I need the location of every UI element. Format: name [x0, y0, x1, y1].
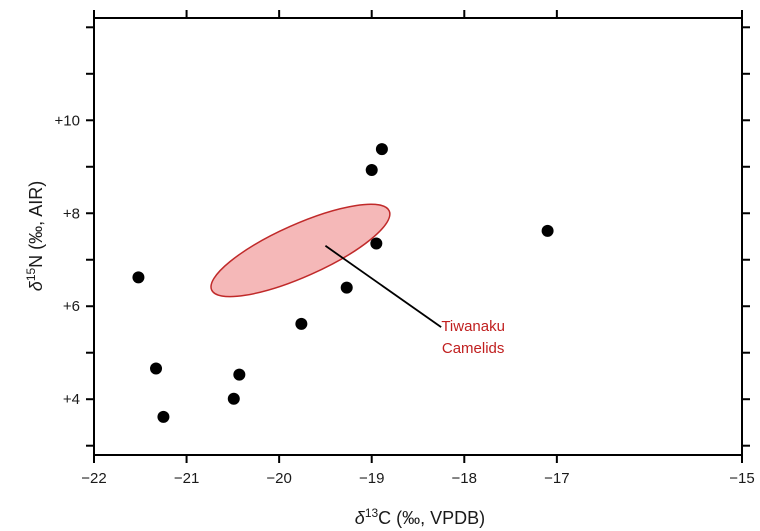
- x-axis-label: δ13C (‰, VPDB): [355, 506, 485, 528]
- data-point: [157, 410, 170, 423]
- x-tick-label: −22: [81, 470, 106, 487]
- y-tick-label: +4: [63, 391, 80, 408]
- axis-tick-labels: −22 −21 −20 −19 −18 −17 −15 +4 +6 +8 +10: [55, 112, 755, 487]
- data-point: [295, 317, 308, 330]
- region-label-line: Tiwanaku: [441, 318, 505, 335]
- y-tick-label: +10: [55, 112, 80, 129]
- y-axis-label: δ15N (‰, AIR): [24, 181, 46, 291]
- data-point: [375, 143, 388, 156]
- x-tick-label: −21: [174, 470, 199, 487]
- x-tick-label: −15: [729, 470, 754, 487]
- leader-line: [324, 245, 442, 328]
- data-point: [227, 392, 240, 405]
- y-tick-label: +8: [63, 205, 80, 222]
- region-label-line: Camelids: [442, 340, 505, 357]
- tiwanaku-camelids-region: [210, 203, 391, 298]
- data-point: [150, 362, 163, 375]
- x-tick-label: −18: [452, 470, 477, 487]
- x-tick-label: −20: [266, 470, 291, 487]
- data-point: [370, 237, 383, 250]
- data-point: [365, 164, 378, 177]
- x-tick-label: −17: [544, 470, 569, 487]
- data-point: [340, 281, 353, 294]
- data-point: [233, 368, 246, 381]
- plot-frame: [93, 17, 743, 456]
- region-annotation: Tiwanaku Camelids: [324, 245, 505, 357]
- data-points: [132, 143, 554, 423]
- x-tick-label: −19: [359, 470, 384, 487]
- y-tick-label: +6: [63, 298, 80, 315]
- axis-ticks: [86, 10, 750, 463]
- data-point: [132, 271, 145, 284]
- data-point: [541, 224, 554, 237]
- camelid-range-ellipse: [210, 203, 391, 298]
